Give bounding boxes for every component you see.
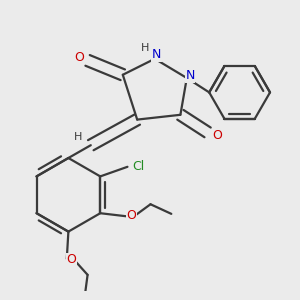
Text: N: N [185,69,195,82]
Text: Cl: Cl [132,160,144,173]
Text: O: O [212,129,222,142]
Text: H: H [74,132,82,142]
Text: O: O [75,51,85,64]
Text: O: O [67,253,76,266]
Text: H: H [141,43,149,52]
Text: N: N [152,48,161,62]
Text: O: O [126,209,136,222]
